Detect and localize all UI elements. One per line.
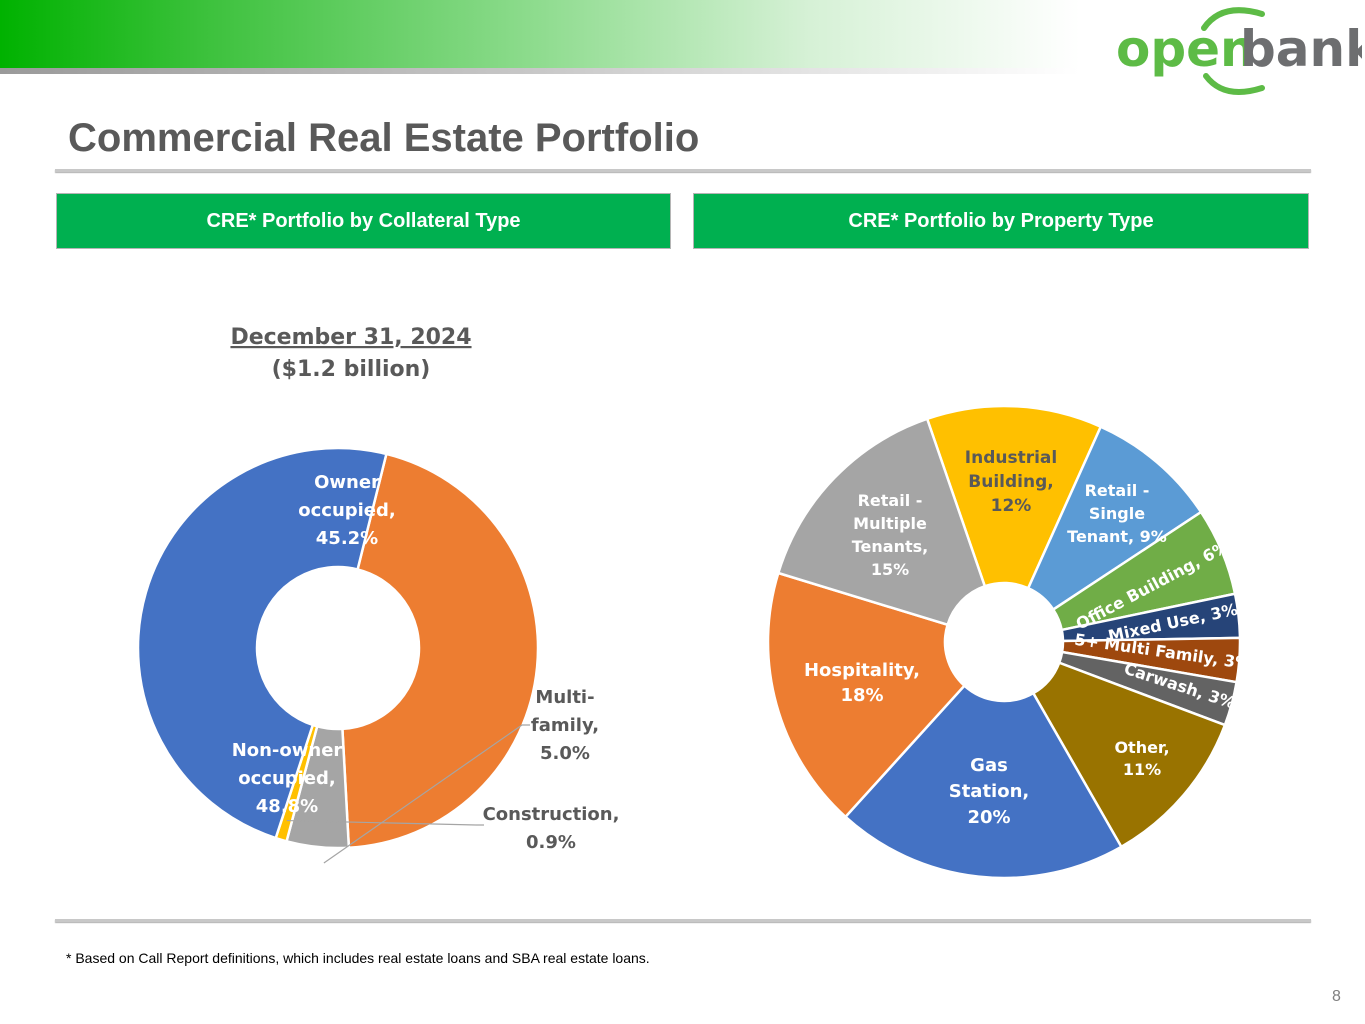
label-other-11-line: 11% [1123, 760, 1161, 779]
page-title: Commercial Real Estate Portfolio [68, 116, 700, 160]
slice-retail-multiple-tenants-15 [776, 417, 987, 627]
label-retail-multiple-tenants-15: Retail - Multiple Tenants, 15% [852, 491, 928, 579]
label-retail-single-tenant-9-line: Tenant, 9% [1067, 527, 1167, 546]
label-gas-station-20: Gas Station, 20% [949, 755, 1030, 828]
collateral-type-donut-chart: December 31, 2024 ($1.2 billion) Owner occu… [136, 325, 620, 864]
label-non-owner: Non-owner occupied, 48.8% [232, 740, 343, 817]
page-number: 8 [1332, 988, 1341, 1005]
header-band-shadow [0, 68, 1080, 74]
label-non-owner-line: occupied, [238, 768, 336, 789]
slice-retail-single-tenant-9 [1026, 425, 1203, 612]
label-retail-multiple-tenants-15-line: Multiple [853, 514, 927, 533]
slice-gas-station-20 [843, 683, 1123, 880]
label-industrial-building-12-line: 12% [991, 496, 1032, 516]
label-retail-multiple-tenants-15-line: Tenants, [852, 537, 928, 556]
label-multi-line: 5.0% [540, 743, 590, 764]
label-multi-line: family, [531, 715, 599, 736]
label-industrial-building-12-line: Industrial [965, 448, 1057, 468]
label-gas-station-20-line: 20% [967, 807, 1010, 828]
label-gas-station-20-line: Station, [949, 781, 1030, 802]
label-hospitality-18-line: Hospitality, [804, 660, 920, 681]
logo-text-open: open [1116, 20, 1256, 78]
slice-non-owner [136, 446, 388, 840]
label-owner-line: 45.2% [316, 528, 378, 549]
label-hospitality-18-line: 18% [840, 685, 883, 706]
label-industrial-building-12-line: Building, [968, 472, 1053, 492]
property-type-header: CRE* Portfolio by Property Type [693, 193, 1309, 249]
chart-subtitle: ($1.2 billion) [272, 357, 431, 382]
label-other-11: Other, 11% [1114, 738, 1169, 779]
leader-line-multi-family [323, 724, 530, 864]
label-industrial-building-12: Industrial Building, 12% [965, 448, 1057, 516]
label-owner-line: occupied, [298, 500, 396, 521]
label-owner-line: Owner [314, 472, 380, 493]
label-retail-multiple-tenants-15-line: 15% [871, 560, 909, 579]
label-multi-line: Multi- [535, 687, 594, 708]
label-hospitality-18: Hospitality, 18% [804, 660, 920, 706]
footnote: * Based on Call Report definitions, whic… [66, 950, 650, 966]
label-retail-single-tenant-9-line: Single [1089, 504, 1145, 523]
leader-line-construction [286, 819, 484, 826]
label-gas-station-20-line: Gas [970, 755, 1008, 776]
logo-text-bank: bank [1240, 20, 1362, 78]
slice-other-11 [1031, 661, 1227, 849]
label-non-owner-line: 48.8% [256, 796, 318, 817]
label-construction-line: 0.9% [526, 832, 576, 853]
label-construction-line: Construction, [483, 804, 620, 825]
header-gradient-band [0, 0, 1080, 68]
chart-title: December 31, 2024 [230, 325, 471, 350]
slice-hospitality-18 [766, 571, 967, 819]
open-bank-logo: open bank [1116, 7, 1362, 95]
label-retail-multiple-tenants-15-line: Retail - [858, 491, 923, 510]
title-divider [55, 169, 1311, 172]
label-multi: Multi-family, 5.0% [531, 687, 599, 764]
label-non-owner-line: Non-owner [232, 740, 343, 761]
property-type-donut-chart: Industrial Building, 12% Retail - Single Tena… [766, 404, 1252, 880]
label-retail-single-tenant-9-line: Retail - [1085, 481, 1150, 500]
slice-owner [341, 452, 540, 850]
collateral-type-header: CRE* Portfolio by Collateral Type [56, 193, 671, 249]
label-construction: Construction, 0.9% [483, 804, 620, 853]
label-other-11-line: Other, [1114, 738, 1169, 757]
label-owner: Owner occupied, 45.2% [298, 472, 396, 549]
label-retail-single-tenant-9: Retail - Single Tenant, 9% [1067, 481, 1167, 546]
footer-divider [55, 919, 1311, 922]
logo-swoosh-top [1201, 7, 1265, 31]
logo-swoosh-bottom [1203, 73, 1265, 95]
